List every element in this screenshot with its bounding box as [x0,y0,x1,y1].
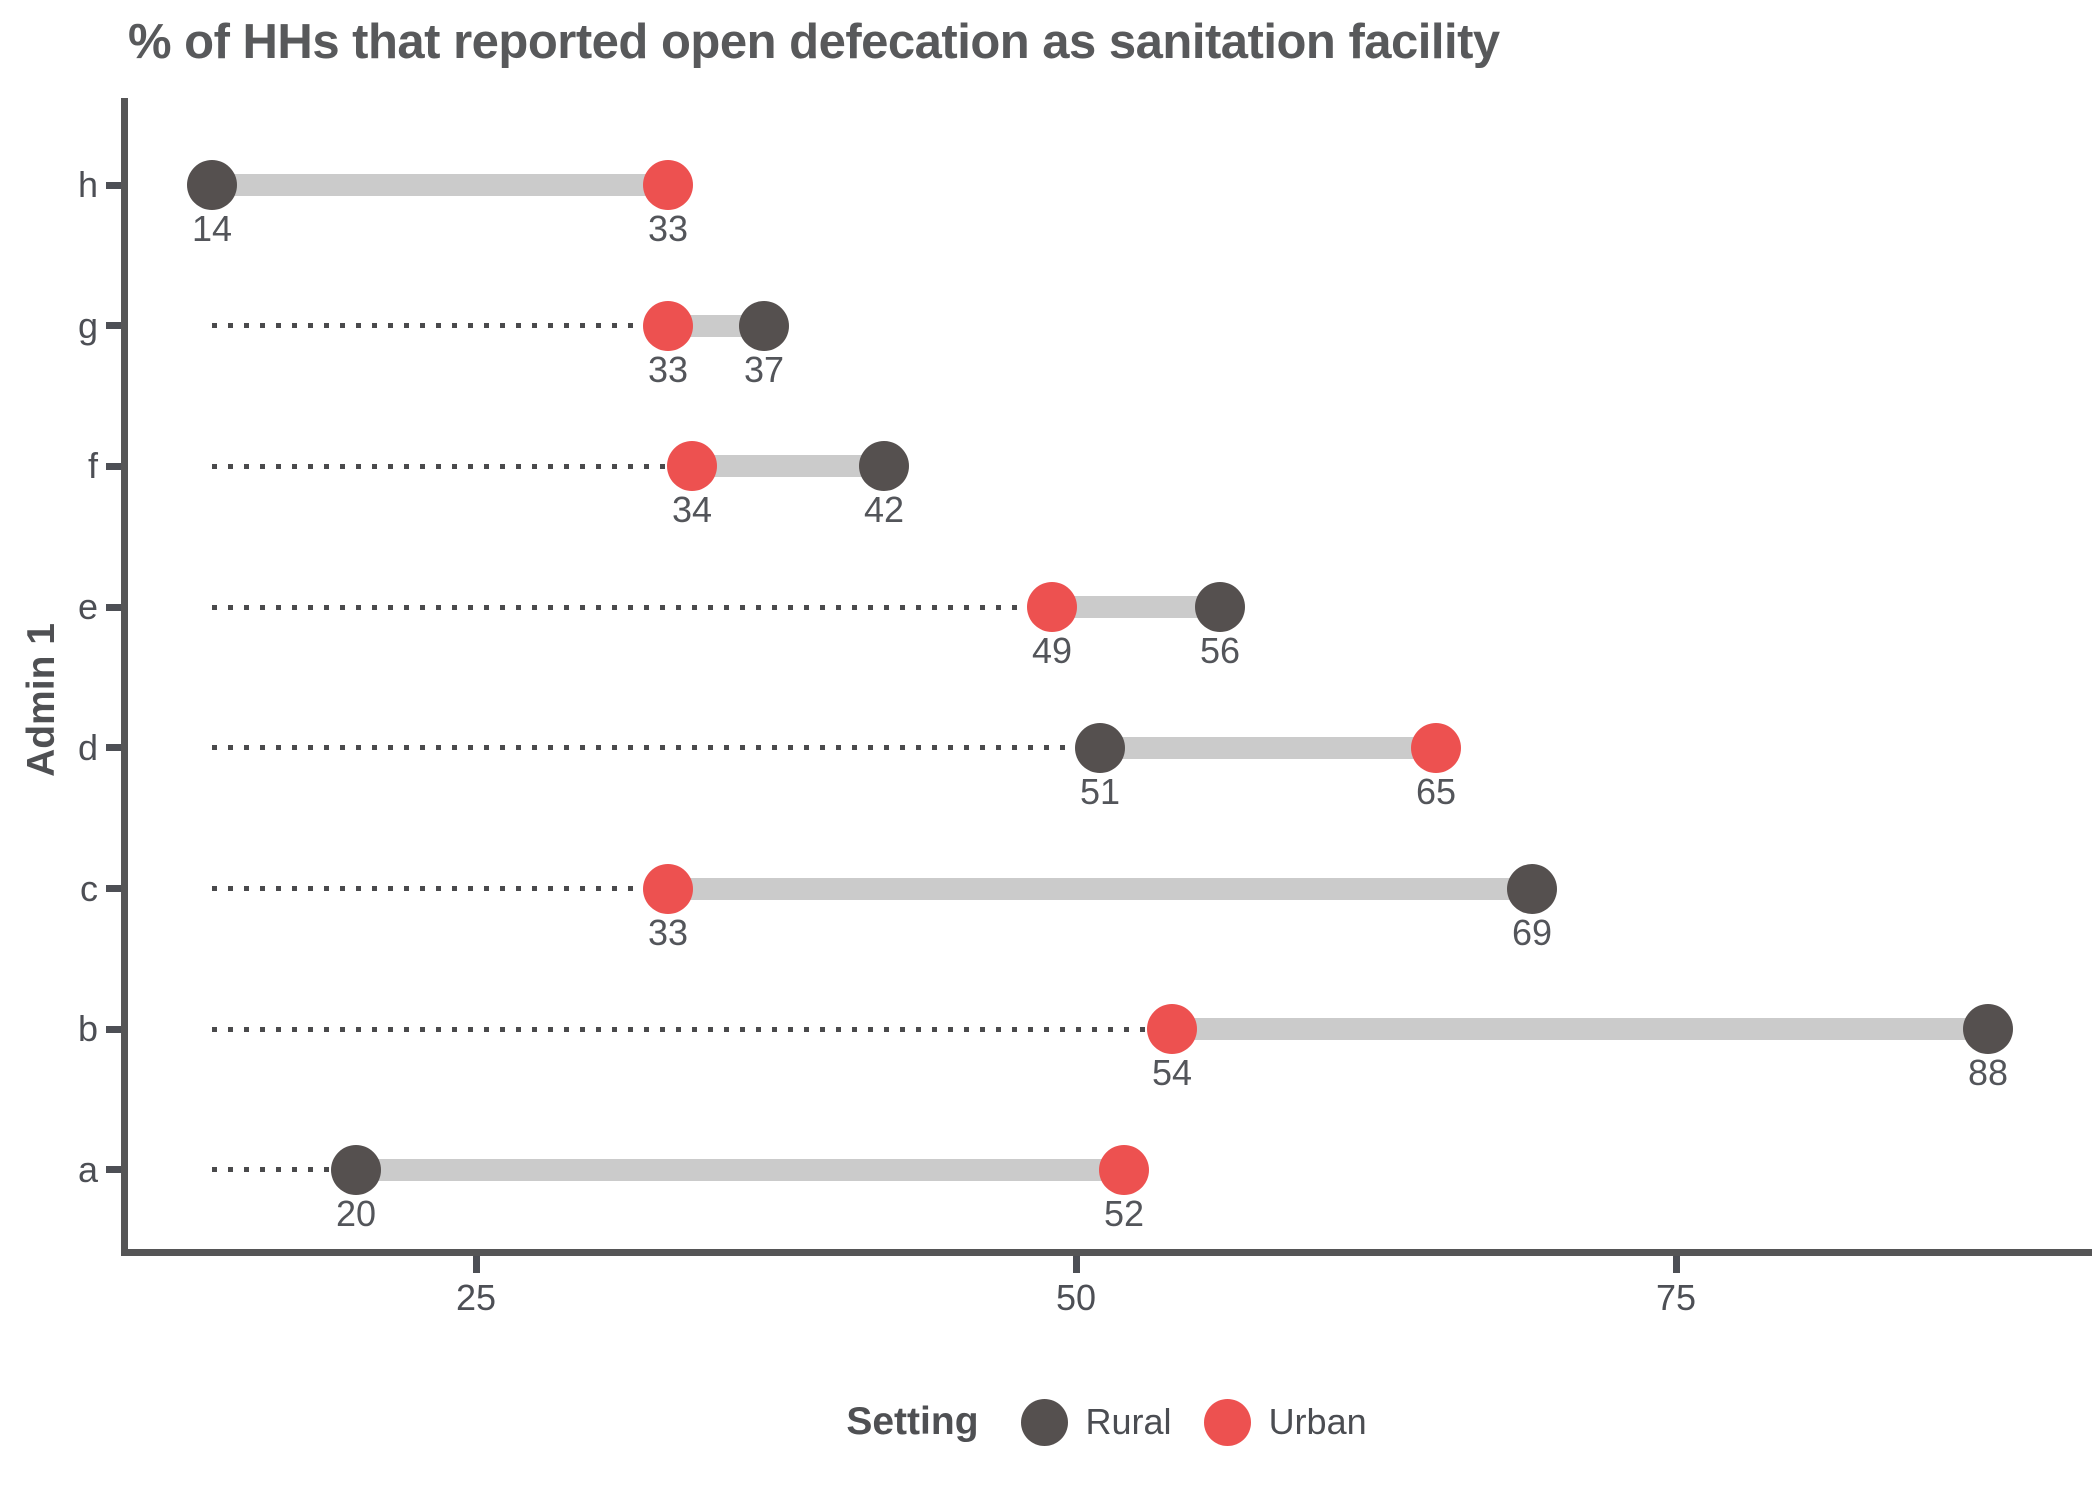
legend-label-rural: Rural [1085,1401,1172,1442]
rural-value-label-c: 69 [1511,911,1553,953]
y-axis-label-g: g [77,304,98,346]
y-axis-label-b: b [77,1008,98,1050]
y-tick-f [106,462,121,470]
y-tick-c [106,885,121,893]
y-tick-d [106,744,121,752]
legend-label-urban: Urban [1268,1401,1367,1442]
y-tick-e [106,603,121,611]
rural-value-label-g: 37 [743,348,785,390]
urban-dot-a [1099,1144,1149,1195]
leader-line-e [212,604,1052,610]
legend-entry-urban: Urban [1203,1398,1367,1446]
urban-value-label-h: 33 [647,208,689,249]
dumbbell-bar-e [1052,596,1220,619]
urban-dot-g [643,300,693,351]
leader-line-f [212,463,692,469]
x-axis-line [121,1249,2092,1256]
rural-dot-a [331,1144,381,1195]
urban-value-label-d: 65 [1415,770,1457,812]
urban-dot-b [1147,1004,1197,1055]
y-axis-label-e: e [77,586,98,628]
dumbbell-bar-f [692,455,884,478]
dumbbell-bar-a [356,1158,1124,1181]
urban-value-label-b: 54 [1151,1052,1193,1094]
urban-dot-d [1411,722,1461,773]
y-axis-label-h: h [77,164,98,205]
x-tick-75 [1672,1256,1680,1273]
urban-dot-h [643,160,693,210]
leader-line-c [212,886,668,892]
y-axis-label-f: f [87,445,98,487]
rural-value-label-f: 42 [863,489,905,531]
y-tick-a [106,1166,121,1174]
dumbbell-bar-d [1100,736,1436,759]
leader-line-b [212,1026,1172,1032]
urban-legend-dot-icon [1203,1398,1251,1446]
leader-line-g [212,323,668,329]
y-axis-label-d: d [77,726,98,768]
rural-dot-b [1963,1004,2013,1055]
rural-dot-e [1195,582,1245,633]
dumbbell-bar-h [212,174,668,196]
rural-dot-f [859,441,909,492]
y-axis-label-a: a [77,1148,98,1190]
y-tick-h [106,181,121,189]
urban-value-label-f: 34 [671,489,713,531]
dumbbell-bar-c [668,877,1532,900]
rural-value-label-h: 14 [191,208,233,249]
urban-value-label-c: 33 [647,911,689,953]
rural-value-label-b: 88 [1967,1052,2009,1094]
urban-value-label-e: 49 [1031,630,1073,672]
urban-dot-c [643,863,693,914]
legend-title: Setting [846,1400,979,1443]
legend: Setting Rural Urban [121,1392,2092,1452]
urban-value-label-g: 33 [647,348,689,390]
y-axis-label-c: c [80,867,98,909]
leader-line-d [212,745,1100,751]
urban-value-label-a: 52 [1103,1192,1145,1234]
rural-value-label-e: 56 [1199,630,1241,672]
y-axis-line [121,98,128,1254]
legend-entry-rural: Rural [1020,1398,1172,1446]
rural-dot-g [739,300,789,351]
rural-value-label-a: 20 [335,1192,377,1234]
x-axis-label-75: 75 [1655,1277,1697,1318]
rural-dot-h [187,160,237,210]
urban-dot-e [1027,582,1077,633]
rural-value-label-d: 51 [1079,770,1121,812]
dumbbell-bar-b [1172,1018,1988,1041]
chart-title: % of HHs that reported open defecation a… [128,15,1500,69]
y-tick-b [106,1025,121,1033]
x-axis-label-25: 25 [455,1277,497,1318]
x-axis-label-50: 50 [1055,1277,1097,1318]
x-tick-25 [472,1256,480,1273]
y-tick-g [106,322,121,330]
rural-dot-c [1507,863,1557,914]
urban-dot-f [667,441,717,492]
x-tick-50 [1072,1256,1080,1273]
rural-legend-dot-icon [1020,1398,1068,1446]
leader-line-a [212,1167,356,1173]
rural-dot-d [1075,722,1125,773]
